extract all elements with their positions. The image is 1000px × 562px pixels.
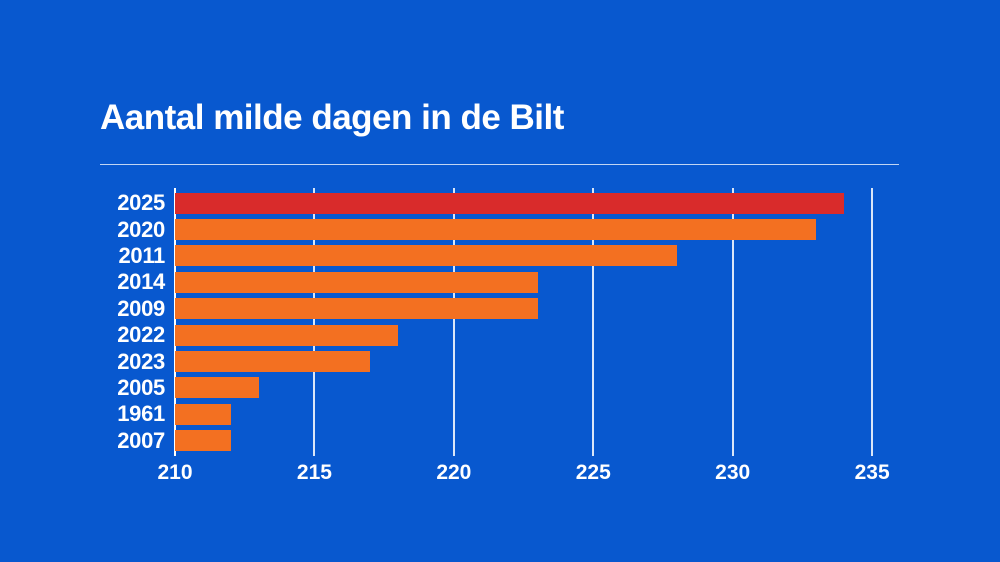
year-label: 2011 [118,242,165,268]
chart-row: 2025 [100,190,900,216]
x-tick-label-220: 220 [436,461,472,484]
y-axis-line [174,188,176,456]
bar-track [175,192,900,214]
bar-chart: 2025 2020 2011 2014 2009 2022 2023 2005 1961 2007… [100,188,900,483]
bar-track [175,219,900,241]
bar-2005 [175,377,259,399]
bar-track [175,403,900,425]
x-tick-label-225: 225 [575,461,611,484]
bar-track [175,245,900,267]
x-axis-tick-labels: 210 215 220 225 230 235 [157,461,900,486]
bar-track [175,351,900,373]
x-tick-label-235: 235 [854,461,890,484]
year-label: 2007 [117,427,165,453]
year-label: 2025 [117,190,165,216]
year-label: 2020 [117,216,165,242]
gridline-235 [871,188,874,456]
chart-row: 2014 [100,269,900,295]
bar-2022 [175,324,399,346]
chart-title: Aantal milde dagen in de Bilt [100,98,564,137]
bar-2011 [175,245,677,267]
title-underline [100,164,899,165]
year-label: 2005 [117,374,165,400]
bar-track [175,377,900,399]
year-label: 2014 [117,269,165,295]
year-label: 2023 [117,348,165,374]
bar-track [175,298,900,320]
x-tick-label-230: 230 [715,461,751,484]
chart-row: 2005 [100,375,900,401]
bar-1961 [175,403,231,425]
gridline-215 [313,188,316,456]
year-label: 1961 [117,401,165,427]
bar-track [175,324,900,346]
bar-2023 [175,351,371,373]
bar-2025 [175,192,845,214]
chart-row: 2020 [100,216,900,242]
bar-track [175,271,900,293]
year-label: 2009 [117,295,165,321]
chart-row: 2022 [100,322,900,348]
bar-2009 [175,298,538,320]
x-tick-label-210: 210 [157,461,193,484]
bar-2014 [175,271,538,293]
chart-row: 2007 [100,428,900,454]
bar-2020 [175,219,817,241]
chart-row: 2011 [100,243,900,269]
chart-gridlines [174,188,900,456]
bar-2007 [175,430,231,452]
gridline-230 [731,188,734,456]
bar-track [175,430,900,452]
chart-row: 2009 [100,296,900,322]
x-tick-label-215: 215 [296,461,332,484]
gridline-225 [592,188,595,456]
chart-rows: 2025 2020 2011 2014 2009 2022 2023 2005 1961 2007 [100,190,900,454]
gridline-220 [452,188,455,456]
year-label: 2022 [117,322,165,348]
chart-row: 1961 [100,401,900,427]
chart-row: 2023 [100,348,900,374]
